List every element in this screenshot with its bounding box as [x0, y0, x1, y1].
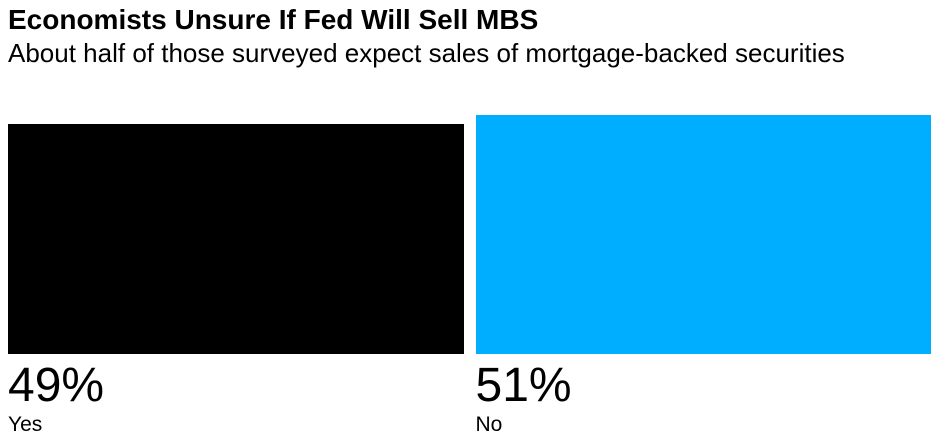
bar-yes: [8, 124, 464, 355]
bar-area-no: [475, 115, 931, 355]
value-label-no: 51%: [475, 359, 572, 413]
chart-subtitle: About half of those surveyed expect sale…: [8, 38, 845, 69]
bar-group-yes: 49% Yes: [8, 115, 464, 436]
bar-no: [475, 115, 931, 355]
chart-title: Economists Unsure If Fed Will Sell MBS: [8, 4, 539, 35]
value-label-yes: 49%: [8, 359, 105, 413]
bar-area-yes: [8, 115, 464, 355]
category-label-no: No: [475, 413, 503, 437]
bar-chart: 49% Yes 51% No: [8, 115, 931, 436]
bar-group-no: 51% No: [475, 115, 931, 437]
category-label-yes: Yes: [8, 413, 43, 437]
